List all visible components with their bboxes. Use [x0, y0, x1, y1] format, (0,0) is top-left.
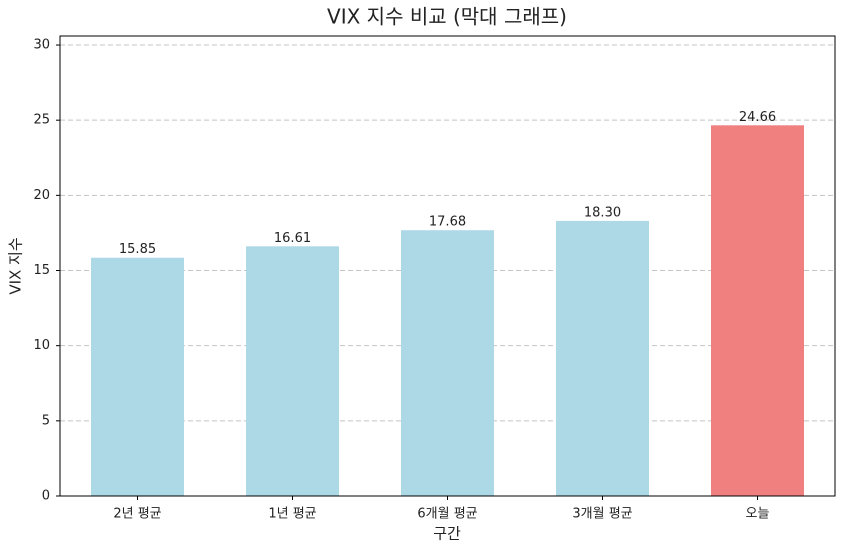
- bar: [246, 246, 339, 496]
- x-tick-label: 2년 평균: [113, 507, 161, 522]
- y-tick-label: 30: [33, 38, 50, 53]
- data-label: 16.61: [274, 231, 311, 246]
- y-tick-label: 5: [42, 413, 50, 428]
- data-label: 15.85: [119, 242, 156, 257]
- y-tick-label: 10: [33, 338, 50, 353]
- data-label: 24.66: [739, 110, 776, 125]
- x-tick-label: 3개월 평균: [572, 507, 632, 522]
- y-axis-label: VIX 지수: [7, 237, 25, 294]
- bar: [711, 125, 804, 496]
- x-tick-label: 6개월 평균: [417, 507, 477, 522]
- bar: [91, 257, 184, 496]
- bar: [401, 230, 494, 496]
- bar: [556, 220, 649, 496]
- data-label: 18.30: [584, 205, 621, 220]
- y-tick-label: 25: [33, 113, 50, 128]
- plot-frame: [59, 35, 836, 497]
- y-tick-label: 20: [33, 188, 50, 203]
- x-tick-label: 1년 평균: [268, 507, 316, 522]
- chart-title: VIX 지수 비교 (막대 그래프): [327, 5, 567, 29]
- y-tick-label: 0: [42, 489, 50, 504]
- x-tick-label: 오늘: [746, 507, 770, 522]
- x-axis-label: 구간: [433, 525, 461, 543]
- y-tick-label: 15: [33, 263, 50, 278]
- data-label: 17.68: [429, 215, 466, 230]
